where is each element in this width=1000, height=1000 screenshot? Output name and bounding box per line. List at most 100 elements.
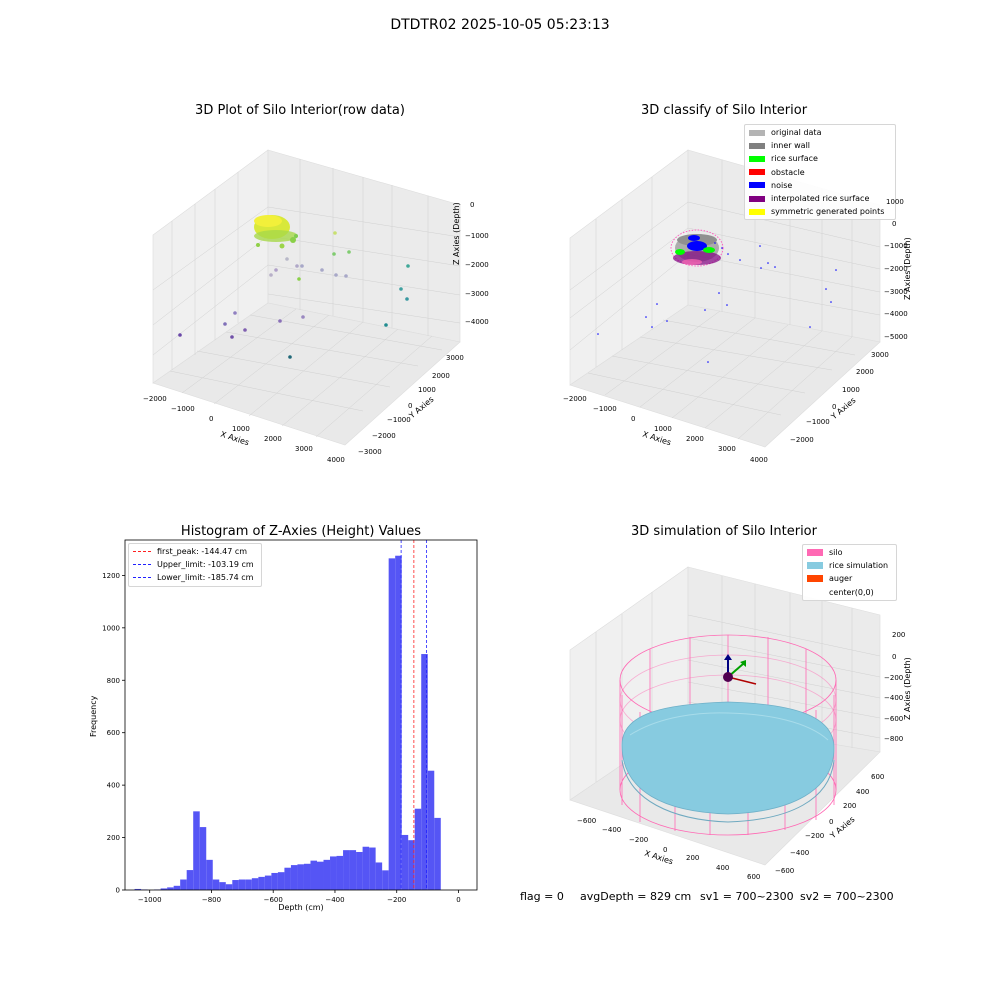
legend-swatch bbox=[749, 169, 765, 176]
legend-item-upper-limit: Upper_limit: -103.19 cm bbox=[129, 558, 261, 571]
histogram-bar bbox=[434, 817, 441, 890]
histogram-bar bbox=[388, 558, 396, 890]
histogram-bar bbox=[245, 879, 252, 890]
status-avg-depth: avgDepth = 829 cm bbox=[580, 890, 692, 903]
legend-swatch bbox=[807, 575, 823, 583]
legend-item-silo: silo bbox=[803, 546, 896, 559]
chart-xlabel: Depth (cm) bbox=[278, 903, 324, 912]
legend-swatch bbox=[807, 589, 823, 596]
histogram-bar bbox=[336, 855, 344, 890]
histogram-bar bbox=[258, 876, 265, 890]
plot2-ztick: 1000 bbox=[886, 198, 904, 206]
histogram-bar bbox=[271, 872, 278, 890]
legend-label: rice simulation bbox=[829, 561, 889, 571]
plot1-ztick: −1000 bbox=[465, 232, 489, 240]
histogram-bar bbox=[284, 867, 291, 890]
plot2-xtick: 3000 bbox=[718, 445, 736, 453]
histogram-bar bbox=[173, 885, 181, 890]
histogram-bar bbox=[219, 882, 226, 890]
legend-label: obstacle bbox=[771, 167, 805, 177]
legend-swatch bbox=[749, 155, 765, 162]
status-sv1: sv1 = 700~2300 bbox=[700, 890, 794, 903]
rice-simulation-surface bbox=[621, 701, 835, 823]
legend-swatch bbox=[807, 562, 823, 570]
histogram-bar bbox=[160, 888, 168, 890]
plot1-points bbox=[178, 215, 410, 359]
plot2-xtick: 0 bbox=[631, 415, 636, 423]
histogram-bar bbox=[310, 860, 317, 890]
plot2-xtick: 4000 bbox=[750, 456, 768, 464]
legend-item-inner-wall: inner wall bbox=[745, 139, 895, 152]
status-sv2: sv2 = 700~2300 bbox=[800, 890, 894, 903]
legend-item-obstacle: obstacle bbox=[745, 166, 895, 179]
plot4-ytick: 400 bbox=[856, 788, 870, 796]
plot1-xtick: 2000 bbox=[264, 435, 282, 443]
plot4-ytick: 0 bbox=[829, 818, 834, 826]
histogram-bar bbox=[251, 878, 259, 890]
legend-swatch bbox=[807, 549, 823, 557]
y-tick-label: 800 bbox=[107, 677, 120, 685]
x-tick-label: −800 bbox=[202, 896, 221, 904]
plot2-xtick: 2000 bbox=[686, 435, 704, 443]
histogram-bar bbox=[212, 879, 220, 890]
plot2-ytick: 1000 bbox=[842, 386, 860, 394]
plot2-xtick: 1000 bbox=[654, 425, 672, 433]
plot4-xtick: 0 bbox=[663, 846, 668, 854]
legend-item-first-peak: first_peak: -144.47 cm bbox=[129, 545, 261, 558]
legend-label: first_peak: -144.47 cm bbox=[157, 547, 248, 557]
plot2-ztick: 0 bbox=[892, 220, 897, 228]
plot4-legend: silo rice simulation auger center(0,0) bbox=[802, 544, 897, 601]
plot4-ztick: −600 bbox=[884, 715, 904, 723]
plot4-ytick: −600 bbox=[775, 867, 795, 875]
status-flag: flag = 0 bbox=[520, 890, 564, 903]
histogram-bar bbox=[232, 880, 239, 890]
histogram-bar bbox=[362, 846, 370, 890]
legend-item-rice-simulation: rice simulation bbox=[803, 559, 896, 572]
legend-line bbox=[133, 551, 151, 553]
plot1-ztick: −3000 bbox=[465, 290, 489, 298]
legend-item-original-data: original data bbox=[745, 126, 895, 139]
legend-label: silo bbox=[829, 548, 843, 558]
legend-line bbox=[133, 564, 151, 566]
legend-item-symmetric: symmetric generated points bbox=[745, 205, 895, 218]
plot4-xtick: 200 bbox=[686, 854, 700, 862]
histogram-frame bbox=[124, 539, 478, 891]
histogram-bar bbox=[193, 811, 200, 890]
plot1-ztick: −4000 bbox=[465, 318, 489, 326]
histogram-bar bbox=[343, 850, 350, 890]
legend-swatch bbox=[749, 195, 765, 202]
histogram-bar bbox=[303, 863, 311, 890]
plot4-ytick: −400 bbox=[790, 849, 810, 857]
plot2-ztick: −1000 bbox=[884, 242, 908, 250]
plot4-ztick: 0 bbox=[892, 653, 897, 661]
plot2-xtick: −2000 bbox=[563, 395, 587, 403]
plot2-ztick: −2000 bbox=[884, 265, 908, 273]
plot1-ztick: −2000 bbox=[465, 261, 489, 269]
plot4-ztick: −400 bbox=[884, 694, 904, 702]
histogram-bar bbox=[408, 840, 415, 890]
histogram-bar bbox=[349, 850, 357, 890]
legend-swatch bbox=[749, 129, 765, 136]
histogram-bar bbox=[134, 888, 142, 890]
y-tick-label: 1200 bbox=[102, 572, 120, 580]
histogram-bars bbox=[134, 555, 441, 890]
legend-swatch bbox=[749, 142, 765, 149]
plot2-ytick: 2000 bbox=[856, 368, 874, 376]
plot4-zlabel: Z Axies (Depth) bbox=[903, 657, 912, 720]
plot4-ytick: −200 bbox=[805, 832, 825, 840]
plot1-ytick: −2000 bbox=[372, 432, 396, 440]
histogram-bar bbox=[323, 859, 331, 890]
histogram-bar bbox=[180, 879, 187, 890]
plot4-xtick: 600 bbox=[747, 873, 761, 881]
legend-label: original data bbox=[771, 128, 822, 138]
plot2-points bbox=[597, 229, 837, 363]
plot1-ytick: −1000 bbox=[387, 416, 411, 424]
histogram-bar bbox=[238, 879, 246, 890]
legend-item-auger: auger bbox=[803, 572, 896, 585]
plot4-ytick: 600 bbox=[871, 773, 885, 781]
plot2-xtick: −1000 bbox=[593, 405, 617, 413]
chart-title: Histogram of Z-Axies (Height) Values bbox=[180, 524, 422, 539]
x-tick-label: 0 bbox=[456, 896, 460, 904]
auger-arrows bbox=[723, 654, 757, 685]
